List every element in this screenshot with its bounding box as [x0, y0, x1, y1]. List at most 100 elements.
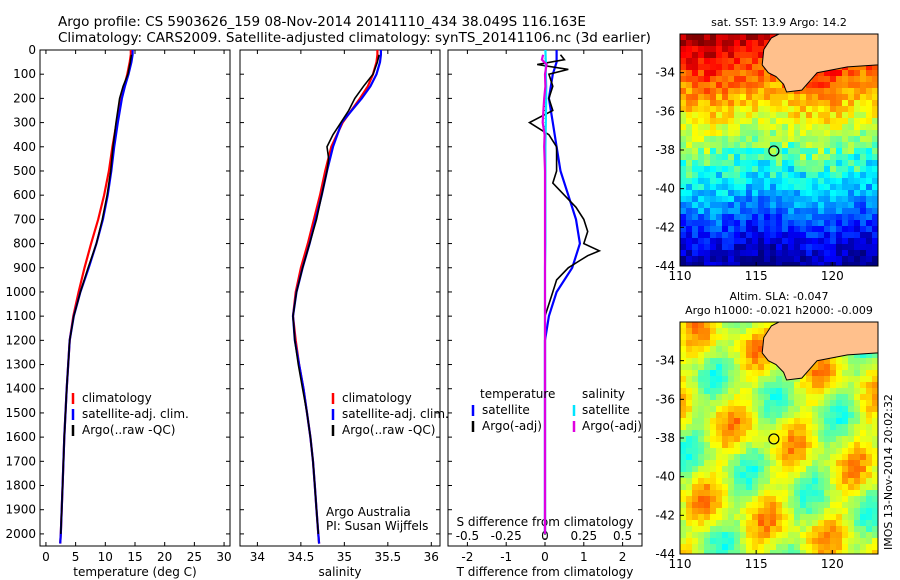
x-tick-label: 15 [127, 550, 142, 564]
x-tick-label: 20 [157, 550, 172, 564]
x-tick-label-salinity: -0.25 [491, 529, 522, 543]
y-tick-label: 100 [13, 67, 36, 81]
x-tick-label: 1 [580, 550, 588, 564]
figure-title-line2: Climatology: CARS2009. Satellite-adjuste… [58, 30, 651, 46]
lat-tick-label: -42 [655, 220, 675, 234]
x-tick-label: 25 [187, 550, 202, 564]
float-position-marker [768, 145, 780, 157]
x-tick-label: 34.5 [288, 550, 315, 564]
x-tick-label-salinity: 0.25 [570, 529, 597, 543]
lat-tick-label: -40 [655, 470, 675, 484]
legend-label: satellite-adj. clim. [342, 407, 449, 421]
y-tick-label: 1300 [5, 358, 36, 372]
series-line-argo-raw-qc- [292, 54, 380, 534]
lat-tick-label: -38 [655, 143, 675, 157]
x-tick-label: 34 [250, 550, 265, 564]
legend-label: climatology [82, 391, 152, 405]
lat-tick-label: -38 [655, 431, 675, 445]
x-axis-label: T difference from climatology [456, 565, 634, 579]
map-title: sat. SST: 13.9 Argo: 14.2 [711, 16, 847, 29]
y-tick-label: 300 [13, 116, 36, 130]
lat-tick-label: -34 [655, 66, 675, 80]
lon-tick-label: 115 [745, 557, 768, 571]
y-tick-label: 1800 [5, 479, 36, 493]
legend-label: climatology [342, 391, 412, 405]
map-field [680, 34, 878, 266]
x-tick-label: 2 [619, 550, 627, 564]
lat-tick-label: -44 [655, 547, 675, 561]
annotation-text: PI: Susan Wijffels [326, 519, 428, 533]
x-tick-label: 30 [216, 550, 231, 564]
x-tick-label: 0 [541, 550, 549, 564]
land-mass [761, 322, 878, 381]
side-timestamp: IMOS 13-Nov-2014 20:02:32 [882, 394, 895, 550]
profile-panel-salinity: 34 34.5 35 35.5 36 salinity climatology satelli… [239, 49, 449, 579]
legend-label: satellite [582, 403, 630, 417]
y-tick-label: 200 [13, 91, 36, 105]
legend-header-temperature: temperature [480, 387, 555, 401]
legend-label: satellite-adj. clim. [82, 407, 189, 421]
y-tick-label: 1700 [5, 454, 36, 468]
figure-title-line1: Argo profile: CS 5903626_159 08-Nov-2014… [58, 14, 586, 30]
x-tick-label: 10 [98, 550, 113, 564]
map-title: Altim. SLA: -0.047 [729, 290, 828, 303]
lon-tick-label: 120 [821, 269, 844, 283]
map-title: Argo h1000: -0.021 h2000: -0.009 [685, 304, 873, 317]
y-tick-label: 1500 [5, 406, 36, 420]
x-tick-label: 5 [72, 550, 80, 564]
x-tick-label-salinity: 0.5 [613, 529, 632, 543]
legend-label: Argo(..raw -QC) [82, 423, 175, 437]
lat-tick-label: -40 [655, 182, 675, 196]
series-line-argo-adj- [540, 54, 548, 534]
series-line-argo-raw-qc- [60, 54, 133, 534]
annotation-text: Argo Australia [326, 505, 411, 519]
legend-header-salinity: salinity [582, 387, 625, 401]
x-tick-label: 35 [337, 550, 352, 564]
x-tick-label: 36 [424, 550, 439, 564]
y-tick-label: 900 [13, 261, 36, 275]
x-tick-label: 0 [42, 550, 50, 564]
lat-tick-label: -36 [655, 392, 675, 406]
land-mass [761, 34, 878, 93]
profile-panel-temperature: 0100200300400500600700800900100011001200… [5, 43, 231, 579]
x-tick-label: -2 [461, 550, 473, 564]
x-axis-label: temperature (deg C) [73, 565, 196, 579]
lon-tick-label: 110 [669, 269, 692, 283]
y-tick-label: 600 [13, 188, 36, 202]
lat-tick-label: -42 [655, 508, 675, 522]
y-tick-label: 700 [13, 212, 36, 226]
y-tick-label: 1000 [5, 285, 36, 299]
lat-tick-label: -36 [655, 104, 675, 118]
map-field [680, 322, 878, 554]
y-tick-label: 500 [13, 164, 36, 178]
panel-frame [239, 49, 441, 547]
float-position-marker [768, 433, 780, 445]
x-tick-label-salinity: -0.5 [456, 529, 479, 543]
y-tick-label: 1600 [5, 430, 36, 444]
y-tick-label: 1100 [5, 309, 36, 323]
x-axis-label: salinity [318, 565, 361, 579]
legend-label: Argo(-adj) [582, 419, 642, 433]
x-tick-label: -1 [500, 550, 512, 564]
y-tick-label: 1400 [5, 382, 36, 396]
y-tick-label: 800 [13, 237, 36, 251]
legend-label: satellite [482, 403, 530, 417]
x-tick-label-salinity: 0 [541, 529, 549, 543]
panel-frame [39, 49, 231, 547]
y-tick-label: 0 [28, 43, 36, 57]
legend-label: Argo(..raw -QC) [342, 423, 435, 437]
lon-tick-label: 120 [821, 557, 844, 571]
x-tick-label: 35.5 [374, 550, 401, 564]
y-tick-label: 1900 [5, 503, 36, 517]
lon-tick-label: 110 [669, 557, 692, 571]
lon-tick-label: 115 [745, 269, 768, 283]
lat-tick-label: -44 [655, 259, 675, 273]
y-tick-label: 2000 [5, 527, 36, 541]
y-tick-label: 400 [13, 140, 36, 154]
y-tick-label: 1200 [5, 333, 36, 347]
legend-label: Argo(-adj) [482, 419, 542, 433]
